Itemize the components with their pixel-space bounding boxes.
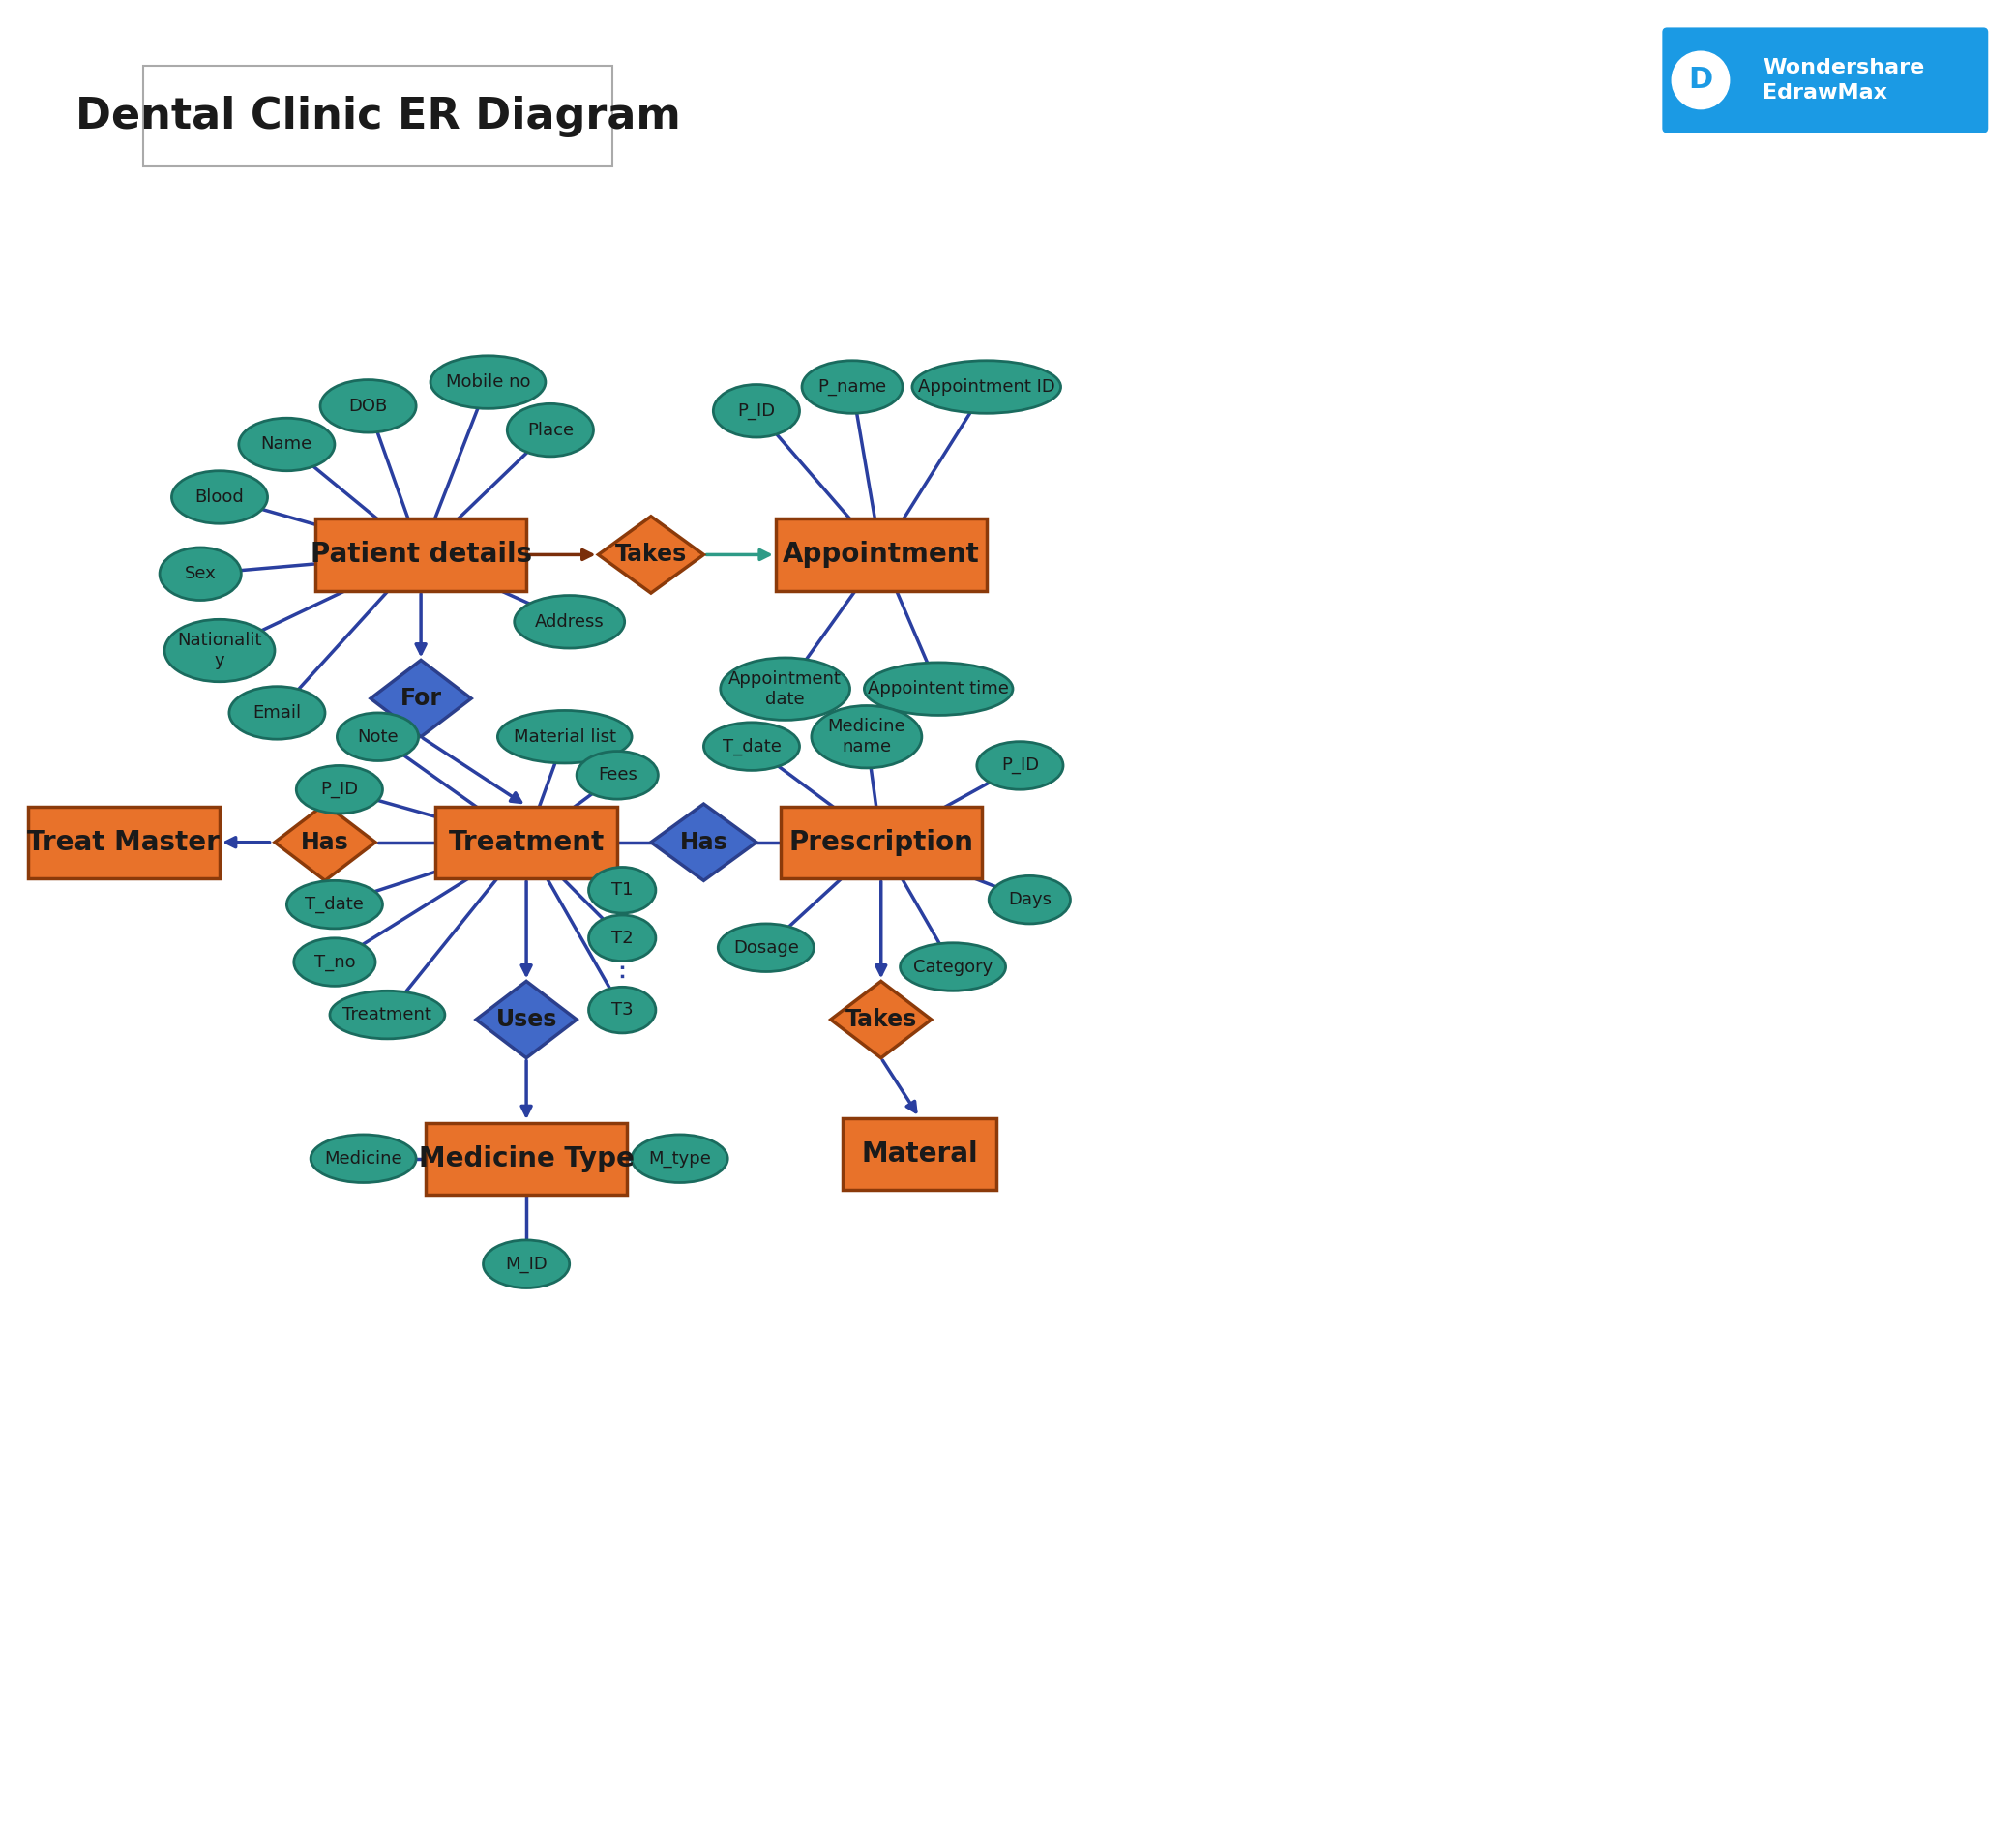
Polygon shape — [476, 982, 577, 1059]
Ellipse shape — [165, 620, 274, 681]
Text: T_date: T_date — [304, 895, 365, 914]
Text: T3: T3 — [611, 1002, 633, 1018]
Ellipse shape — [514, 595, 625, 648]
Ellipse shape — [508, 404, 593, 457]
Text: Has: Has — [300, 831, 349, 853]
Ellipse shape — [589, 987, 655, 1033]
Text: Materal: Materal — [861, 1140, 978, 1167]
Ellipse shape — [589, 868, 655, 914]
Text: Category: Category — [913, 958, 992, 976]
Ellipse shape — [321, 380, 415, 433]
Text: Note: Note — [357, 728, 399, 745]
Text: EdrawMax: EdrawMax — [1762, 83, 1887, 103]
FancyBboxPatch shape — [143, 66, 613, 167]
Ellipse shape — [310, 1134, 415, 1182]
Text: Address: Address — [534, 613, 605, 631]
Text: Appointment
date: Appointment date — [728, 670, 843, 708]
Text: Patient details: Patient details — [310, 541, 532, 569]
Ellipse shape — [331, 991, 446, 1039]
Text: Name: Name — [260, 435, 312, 453]
Text: Days: Days — [1008, 892, 1052, 908]
Text: Nationalit
y: Nationalit y — [177, 631, 262, 670]
Text: Dental Clinic ER Diagram: Dental Clinic ER Diagram — [75, 95, 681, 138]
Polygon shape — [371, 661, 472, 738]
Text: T1: T1 — [611, 881, 633, 899]
FancyBboxPatch shape — [1663, 28, 1988, 132]
Ellipse shape — [498, 710, 631, 763]
Text: Prescription: Prescription — [788, 829, 974, 855]
Ellipse shape — [159, 547, 242, 600]
FancyBboxPatch shape — [435, 806, 617, 879]
Ellipse shape — [720, 657, 851, 719]
Text: Medicine Type: Medicine Type — [419, 1145, 635, 1173]
Text: T_date: T_date — [722, 738, 780, 756]
Text: T_no: T_no — [314, 954, 355, 971]
Text: Wondershare: Wondershare — [1762, 59, 1925, 77]
FancyBboxPatch shape — [780, 806, 982, 879]
Ellipse shape — [714, 385, 800, 437]
Text: Treatment: Treatment — [343, 1006, 431, 1024]
Text: For: For — [399, 686, 442, 710]
Text: Medicine: Medicine — [325, 1151, 403, 1167]
Ellipse shape — [431, 356, 546, 409]
FancyBboxPatch shape — [843, 1118, 996, 1189]
Ellipse shape — [802, 361, 903, 413]
Text: Appointment ID: Appointment ID — [917, 378, 1054, 396]
Text: P_ID: P_ID — [738, 402, 776, 420]
Ellipse shape — [238, 418, 335, 472]
Ellipse shape — [589, 916, 655, 962]
Polygon shape — [599, 516, 704, 593]
Text: Email: Email — [252, 705, 300, 721]
Text: T2: T2 — [611, 929, 633, 947]
Ellipse shape — [294, 938, 375, 985]
Text: M_ID: M_ID — [506, 1255, 548, 1273]
Ellipse shape — [230, 686, 325, 740]
Ellipse shape — [812, 706, 921, 769]
Polygon shape — [651, 804, 756, 881]
Text: Place: Place — [526, 422, 575, 439]
Ellipse shape — [990, 875, 1070, 923]
Ellipse shape — [577, 751, 657, 798]
Ellipse shape — [865, 662, 1012, 716]
Text: Treat Master: Treat Master — [28, 829, 220, 855]
Ellipse shape — [911, 361, 1060, 413]
FancyBboxPatch shape — [28, 806, 220, 879]
Text: P_ID: P_ID — [1002, 756, 1038, 774]
Ellipse shape — [718, 923, 814, 973]
Ellipse shape — [484, 1240, 569, 1288]
FancyBboxPatch shape — [425, 1123, 627, 1195]
Ellipse shape — [901, 943, 1006, 991]
FancyBboxPatch shape — [776, 519, 986, 591]
Text: Medicine
name: Medicine name — [829, 717, 905, 756]
Text: Mobile no: Mobile no — [446, 374, 530, 391]
Text: Takes: Takes — [615, 543, 687, 567]
Ellipse shape — [978, 741, 1062, 789]
Text: Sex: Sex — [185, 565, 216, 582]
Text: Appointent time: Appointent time — [869, 681, 1010, 697]
Text: Has: Has — [679, 831, 728, 853]
Ellipse shape — [337, 712, 419, 762]
Text: Takes: Takes — [845, 1007, 917, 1031]
Text: Appointment: Appointment — [782, 541, 980, 569]
Text: M_type: M_type — [649, 1151, 712, 1167]
Ellipse shape — [171, 472, 268, 523]
Text: Uses: Uses — [496, 1007, 556, 1031]
Polygon shape — [831, 982, 931, 1059]
Ellipse shape — [286, 881, 383, 929]
Ellipse shape — [296, 765, 383, 813]
Text: Blood: Blood — [196, 488, 244, 506]
Text: D: D — [1689, 66, 1714, 94]
Text: Dosage: Dosage — [734, 940, 798, 956]
Ellipse shape — [631, 1134, 728, 1182]
Ellipse shape — [704, 723, 800, 771]
FancyBboxPatch shape — [314, 519, 526, 591]
Polygon shape — [274, 804, 375, 881]
Text: Material list: Material list — [514, 728, 617, 745]
Text: P_ID: P_ID — [321, 782, 359, 798]
Text: Treatment: Treatment — [448, 829, 605, 855]
Text: P_name: P_name — [818, 378, 887, 396]
Text: DOB: DOB — [349, 398, 387, 415]
Circle shape — [1671, 51, 1730, 108]
Text: Fees: Fees — [597, 767, 637, 784]
